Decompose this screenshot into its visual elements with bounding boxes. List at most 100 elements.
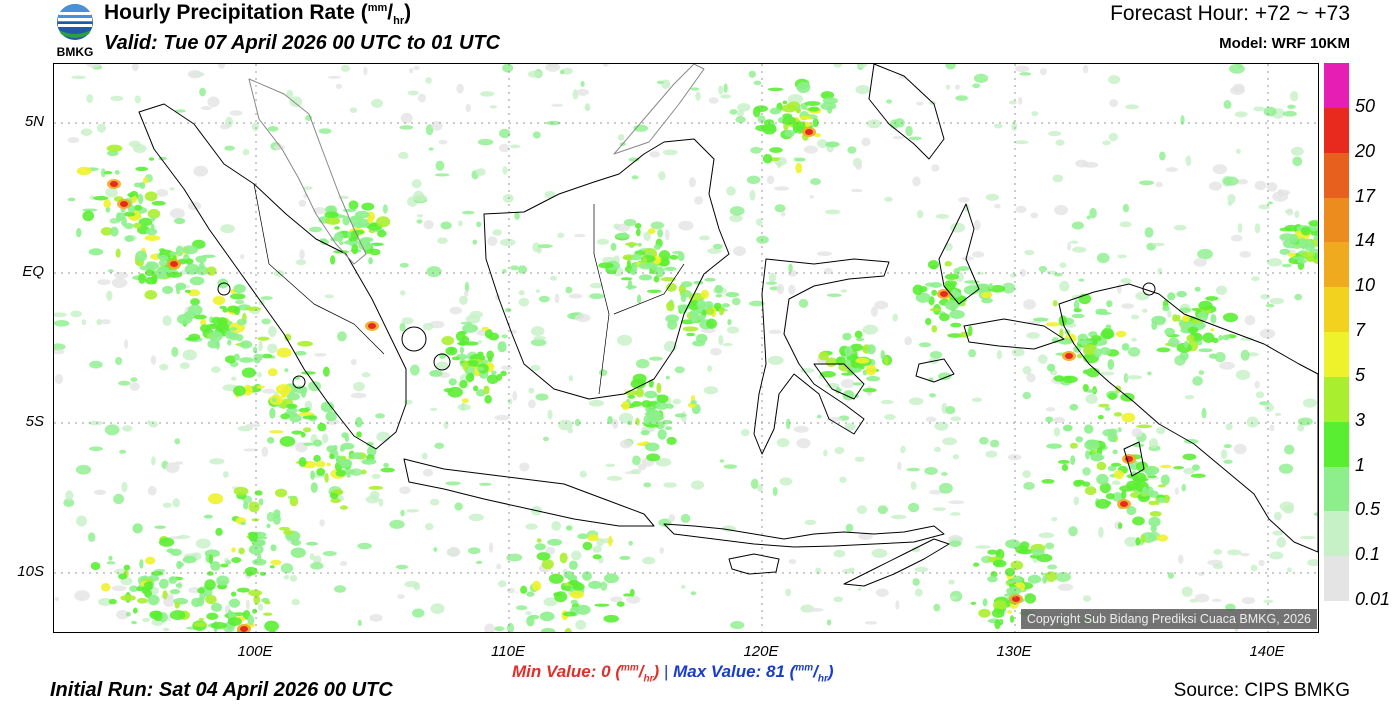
precip-cell xyxy=(544,190,556,199)
precip-cell xyxy=(1260,294,1271,300)
precip-cell xyxy=(664,229,670,241)
precip-cell xyxy=(636,294,642,304)
precip-cell xyxy=(610,242,617,251)
precip-cell xyxy=(310,482,318,493)
precip-cell xyxy=(107,269,114,273)
precip-cell xyxy=(635,358,650,369)
precip-cell xyxy=(1213,549,1223,555)
precip-cell xyxy=(1193,257,1208,267)
precip-cell xyxy=(190,298,200,306)
precip-cell xyxy=(1042,575,1048,584)
precip-cell xyxy=(1051,517,1058,522)
precip-cell xyxy=(335,83,343,89)
precip-cell xyxy=(337,331,347,342)
precip-cell xyxy=(1292,245,1301,249)
lon-label-110e: 110E xyxy=(491,643,525,660)
precip-cell xyxy=(1082,64,1089,74)
precip-cell xyxy=(949,309,965,319)
colorbar-label: 5 xyxy=(1355,364,1366,385)
colorbar-segment xyxy=(1324,511,1349,557)
precip-cell xyxy=(959,331,970,338)
precip-cell xyxy=(497,580,507,588)
precip-cell xyxy=(322,366,330,377)
precip-cell xyxy=(399,486,411,495)
precip-cell xyxy=(335,470,347,477)
precip-cell xyxy=(1001,282,1016,294)
precip-cell xyxy=(721,303,730,308)
precip-cell xyxy=(690,313,700,324)
precip-cell xyxy=(514,211,520,220)
precip-cell xyxy=(162,285,174,295)
precip-cell xyxy=(1045,322,1061,327)
precip-cell xyxy=(207,339,220,349)
precip-cell xyxy=(433,547,438,552)
precip-cell xyxy=(301,371,316,375)
precip-cell xyxy=(945,84,951,90)
precip-cell xyxy=(365,495,380,504)
precip-cell xyxy=(1121,412,1136,423)
precip-cell xyxy=(300,387,307,398)
precip-cell xyxy=(1070,455,1076,466)
precip-cell xyxy=(628,157,640,162)
precip-cell xyxy=(211,366,221,373)
precip-cell xyxy=(261,318,271,325)
precip-cell xyxy=(1301,242,1306,250)
precip-cell xyxy=(476,221,482,228)
precip-cell xyxy=(206,571,214,576)
precip-cell xyxy=(361,372,371,378)
precip-cell xyxy=(229,293,246,300)
precip-cell xyxy=(100,226,113,236)
precip-cell xyxy=(1082,161,1099,168)
precip-cell xyxy=(945,64,956,70)
precip-cell xyxy=(852,368,862,373)
precip-cell xyxy=(351,243,359,255)
precip-cell xyxy=(1096,461,1107,471)
precip-cell xyxy=(712,243,723,250)
precip-cell xyxy=(242,148,250,156)
precip-cell xyxy=(588,580,603,589)
precip-cell xyxy=(928,489,943,495)
precip-cell xyxy=(122,425,133,432)
precip-cell xyxy=(767,87,784,92)
precip-cell xyxy=(823,449,828,457)
precip-cell xyxy=(151,273,158,285)
precip-cell xyxy=(314,353,327,357)
precip-cell xyxy=(977,283,990,289)
precip-cell xyxy=(162,502,172,508)
precip-cell xyxy=(589,282,604,289)
precip-cell xyxy=(1006,586,1022,596)
precip-cell xyxy=(445,481,461,486)
precip-cell xyxy=(548,573,564,584)
precip-cell xyxy=(1225,423,1233,431)
initial-run: Initial Run: Sat 04 April 2026 00 UTC xyxy=(50,679,393,701)
precip-cell xyxy=(266,523,271,529)
precip-cell xyxy=(151,200,166,206)
precip-cell xyxy=(231,376,237,381)
precip-cell xyxy=(1117,522,1123,529)
precip-cell xyxy=(973,73,989,84)
precip-cell xyxy=(1019,72,1032,76)
precip-cell xyxy=(333,232,344,242)
precip-cell xyxy=(795,162,803,174)
precip-cell xyxy=(322,550,337,557)
precip-cell xyxy=(124,235,134,242)
precip-cell xyxy=(961,256,974,261)
precip-cell xyxy=(1026,332,1040,339)
precip-cell xyxy=(147,485,157,496)
precip-cell xyxy=(210,561,221,571)
precip-cell xyxy=(1167,292,1176,301)
precip-cell xyxy=(1299,535,1316,540)
precip-cell xyxy=(247,614,255,626)
precip-cell xyxy=(1178,307,1192,314)
precip-cell xyxy=(850,188,863,193)
precip-cell xyxy=(644,390,658,399)
precip-cell xyxy=(894,118,905,128)
precip-cell xyxy=(157,266,170,274)
precip-cell xyxy=(1022,391,1031,400)
precip-cell xyxy=(707,365,713,372)
precip-cell xyxy=(1054,205,1069,216)
precip-cell xyxy=(622,232,628,238)
precip-cell xyxy=(681,281,693,288)
precip-cell xyxy=(361,202,375,211)
precip-cell xyxy=(416,219,423,224)
